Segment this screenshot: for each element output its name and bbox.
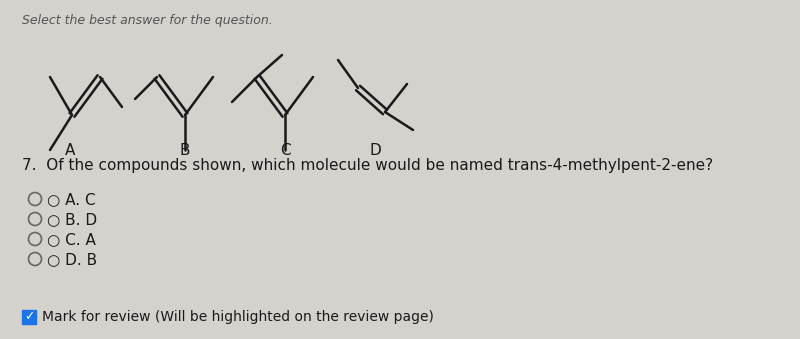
Text: Mark for review (Will be highlighted on the review page): Mark for review (Will be highlighted on … (42, 310, 434, 324)
Text: C: C (280, 143, 290, 158)
Bar (22, 310, 36, 324)
Text: Select the best answer for the question.: Select the best answer for the question. (22, 14, 273, 27)
Text: ✓: ✓ (24, 311, 34, 323)
Text: ○ B. D: ○ B. D (47, 212, 97, 227)
Text: ○ A. C: ○ A. C (47, 192, 96, 207)
Text: ○ C. A: ○ C. A (47, 232, 96, 247)
Text: D: D (369, 143, 381, 158)
Text: 7.  Of the compounds shown, which molecule would be named trans-4-methylpent-2-e: 7. Of the compounds shown, which molecul… (22, 158, 713, 173)
Text: A: A (65, 143, 75, 158)
Text: ○ D. B: ○ D. B (47, 252, 97, 267)
Text: B: B (180, 143, 190, 158)
